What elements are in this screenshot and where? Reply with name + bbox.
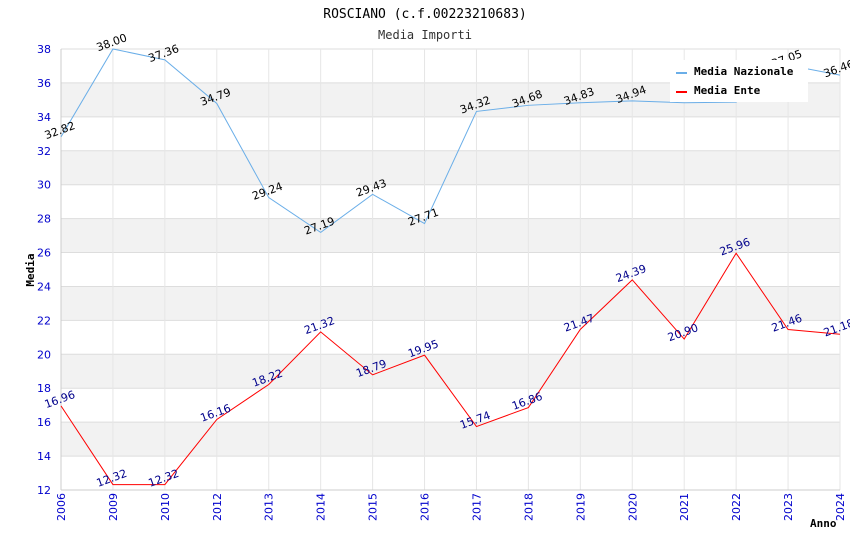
grid-band — [61, 218, 840, 253]
series-line-media-nazionale — [60, 48, 841, 233]
y-tick-label: 28 — [37, 213, 51, 226]
data-label: 12.32 — [147, 467, 181, 490]
y-tick-label: 38 — [37, 43, 51, 56]
x-tick-label: 2015 — [367, 493, 380, 521]
x-tick-label: 2017 — [470, 493, 483, 521]
x-tick-label: 2020 — [626, 493, 639, 521]
grid-band — [61, 422, 840, 457]
y-tick-label: 18 — [37, 382, 51, 395]
series-line-media-ente — [60, 252, 841, 486]
grid-lines — [60, 48, 841, 491]
x-tick-label: 2009 — [107, 493, 120, 521]
legend-label-media-ente: Media Ente — [694, 84, 761, 97]
data-label: 12.32 — [95, 467, 129, 490]
x-tick-label: 2024 — [834, 493, 847, 521]
grid-band — [61, 354, 840, 389]
axes — [60, 49, 840, 491]
x-tick-label: 2012 — [211, 493, 224, 521]
grid-bands — [61, 82, 840, 457]
x-tick-label: 2013 — [263, 493, 276, 521]
x-tick-label: 2023 — [782, 493, 795, 521]
y-tick-labels: 12 14 16 18 20 22 24 26 28 30 32 34 36 38 — [37, 43, 51, 497]
x-tick-label: 2021 — [678, 493, 691, 521]
y-tick-label: 26 — [37, 247, 51, 260]
y-tick-label: 14 — [37, 450, 51, 463]
y-tick-label: 30 — [37, 179, 51, 192]
chart-title: ROSCIANO (c.f.00223210683) — [323, 7, 527, 22]
y-tick-label: 36 — [37, 77, 51, 90]
x-tick-labels: 2006 2009 2010 2012 2013 2014 2015 2016 2017 2018… — [55, 493, 847, 521]
x-tick-label: 2018 — [522, 493, 535, 521]
x-tick-label: 2006 — [55, 493, 68, 521]
y-tick-label: 24 — [37, 280, 51, 293]
x-tick-label: 2014 — [315, 493, 328, 521]
y-tick-label: 22 — [37, 314, 51, 327]
x-tick-label: 2016 — [419, 493, 432, 521]
grid-band — [61, 286, 840, 321]
y-tick-label: 12 — [37, 484, 51, 497]
legend: Media Nazionale Media Ente — [670, 60, 808, 102]
y-tick-label: 32 — [37, 145, 51, 158]
series-lines — [60, 48, 841, 486]
y-tick-label: 20 — [37, 348, 51, 361]
y-tick-label: 34 — [37, 111, 51, 124]
y-axis-label: Media — [24, 253, 37, 286]
x-axis-label: Anno — [810, 517, 837, 530]
data-label: 37.36 — [147, 42, 181, 65]
y-tick-label: 16 — [37, 416, 51, 429]
data-label: 16.86 — [510, 390, 544, 413]
x-tick-label: 2010 — [159, 493, 172, 521]
x-tick-label: 2022 — [730, 493, 743, 521]
legend-label-media-nazionale: Media Nazionale — [694, 65, 794, 78]
legend-box — [670, 60, 808, 102]
x-tick-label: 2019 — [574, 493, 587, 521]
data-label: 36.46 — [822, 57, 850, 80]
chart-subtitle: Media Importi — [378, 28, 472, 42]
